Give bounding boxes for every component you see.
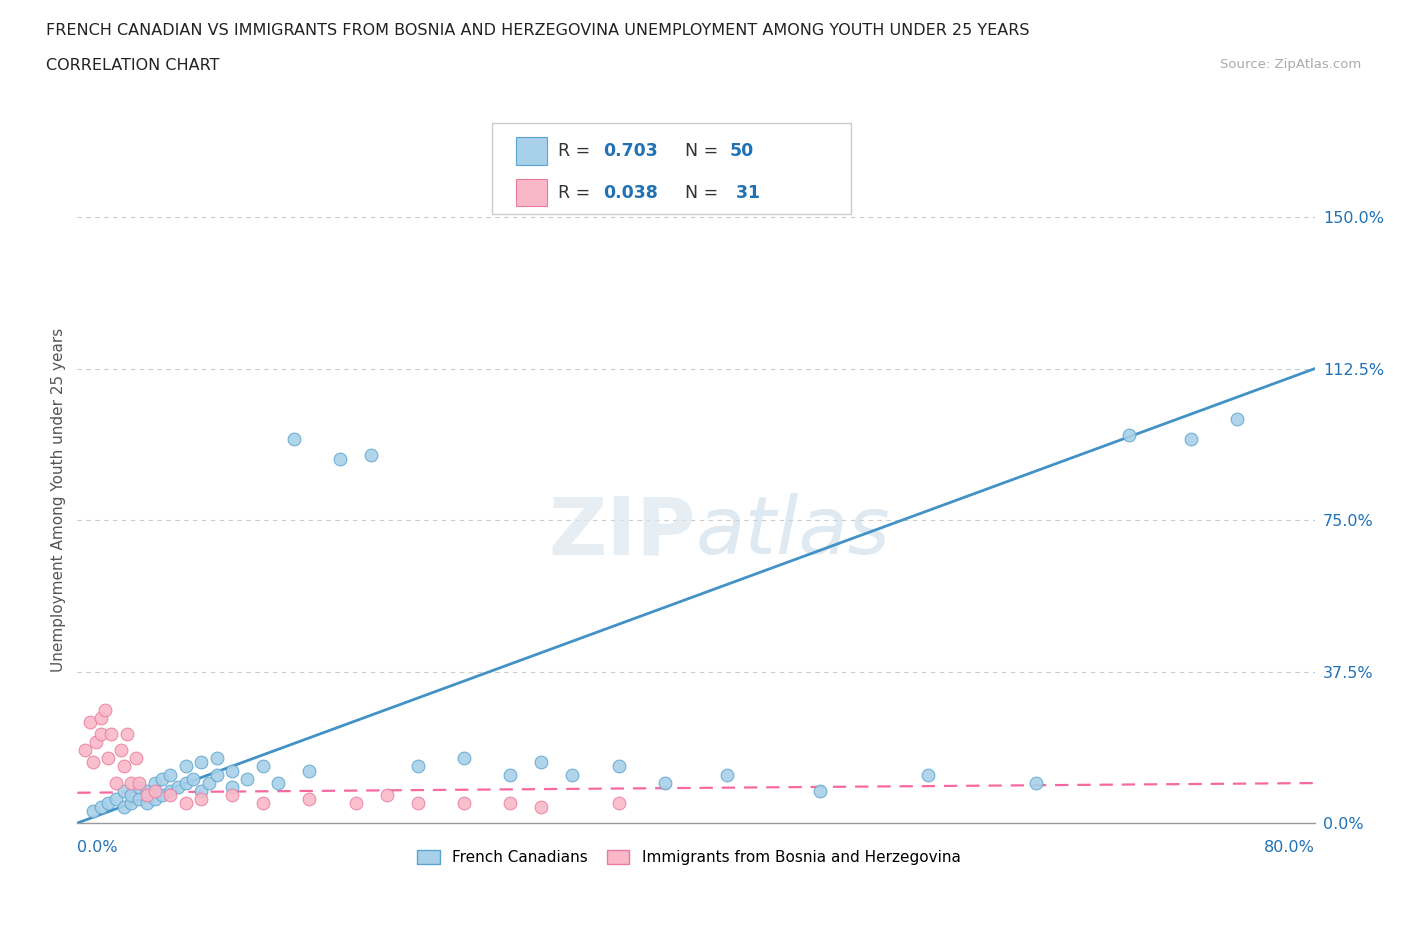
Point (90, 800, 111, 815)
Point (159, 783, 181, 798)
Point (607, 759, 630, 774)
Text: 80.0%: 80.0% (1264, 840, 1315, 855)
Point (128, 776, 150, 790)
Point (152, 771, 174, 786)
Point (121, 795, 143, 810)
Point (1118, 428, 1140, 443)
Point (329, 452, 352, 467)
Point (716, 767, 738, 782)
Point (360, 448, 382, 463)
Point (174, 795, 197, 810)
Point (406, 759, 429, 774)
Point (344, 795, 367, 810)
Point (1180, 432, 1202, 446)
Point (1025, 776, 1047, 790)
Point (105, 791, 127, 806)
Text: 0.0%: 0.0% (77, 840, 118, 855)
Point (298, 764, 321, 778)
Point (654, 776, 676, 790)
Point (90, 711, 111, 725)
Point (561, 767, 583, 782)
Point (115, 726, 138, 741)
Point (128, 779, 150, 794)
Point (94, 702, 117, 717)
Point (283, 432, 305, 446)
Text: R =: R = (558, 183, 596, 202)
Text: CORRELATION CHART: CORRELATION CHART (46, 58, 219, 73)
Point (375, 788, 398, 803)
Point (917, 767, 939, 782)
Point (105, 776, 127, 790)
Point (252, 759, 274, 774)
Point (79, 714, 101, 729)
Point (190, 791, 212, 806)
Text: ZIP: ZIP (548, 493, 696, 571)
Point (97, 795, 120, 810)
Point (125, 751, 148, 766)
Point (1226, 412, 1249, 427)
Point (174, 776, 197, 790)
Point (267, 776, 290, 790)
Point (152, 788, 174, 803)
Point (499, 795, 522, 810)
Point (530, 800, 553, 815)
Point (136, 783, 159, 798)
Point (121, 788, 143, 803)
Point (221, 779, 243, 794)
Point (159, 788, 181, 803)
Point (174, 759, 197, 774)
Point (190, 755, 212, 770)
Point (143, 783, 166, 798)
Point (75, 743, 96, 758)
Point (112, 759, 135, 774)
Point (298, 791, 321, 806)
Point (97, 751, 120, 766)
Point (110, 743, 132, 758)
Text: Source: ZipAtlas.com: Source: ZipAtlas.com (1220, 58, 1361, 71)
Point (82, 755, 104, 770)
Point (143, 776, 166, 790)
Point (121, 776, 143, 790)
Point (499, 767, 522, 782)
Point (236, 771, 259, 786)
Point (190, 783, 212, 798)
Point (90, 726, 111, 741)
Point (100, 726, 122, 741)
Y-axis label: Unemployment Among Youth under 25 years: Unemployment Among Youth under 25 years (51, 327, 66, 672)
Point (197, 776, 219, 790)
Point (453, 795, 475, 810)
Point (84, 735, 107, 750)
Text: N =: N = (685, 141, 724, 160)
Point (112, 800, 135, 815)
Point (205, 751, 228, 766)
Point (221, 764, 243, 778)
Point (453, 751, 475, 766)
Text: 31: 31 (730, 183, 759, 202)
Text: 50: 50 (730, 141, 754, 160)
Point (136, 788, 159, 803)
Point (112, 783, 135, 798)
Point (159, 767, 181, 782)
Point (406, 795, 429, 810)
Text: 0.703: 0.703 (603, 141, 658, 160)
Text: N =: N = (685, 183, 724, 202)
Point (252, 795, 274, 810)
Point (136, 795, 159, 810)
Point (128, 791, 150, 806)
Text: R =: R = (558, 141, 596, 160)
Point (205, 767, 228, 782)
Point (167, 779, 190, 794)
Legend: French Canadians, Immigrants from Bosnia and Herzegovina: French Canadians, Immigrants from Bosnia… (411, 844, 967, 871)
Text: 0.038: 0.038 (603, 183, 658, 202)
Point (808, 783, 831, 798)
Point (607, 795, 630, 810)
Text: atlas: atlas (696, 493, 891, 571)
Point (82, 804, 104, 818)
Text: FRENCH CANADIAN VS IMMIGRANTS FROM BOSNIA AND HERZEGOVINA UNEMPLOYMENT AMONG YOU: FRENCH CANADIAN VS IMMIGRANTS FROM BOSNI… (46, 23, 1031, 38)
Point (221, 788, 243, 803)
Point (530, 755, 553, 770)
Point (183, 771, 205, 786)
Point (143, 791, 166, 806)
